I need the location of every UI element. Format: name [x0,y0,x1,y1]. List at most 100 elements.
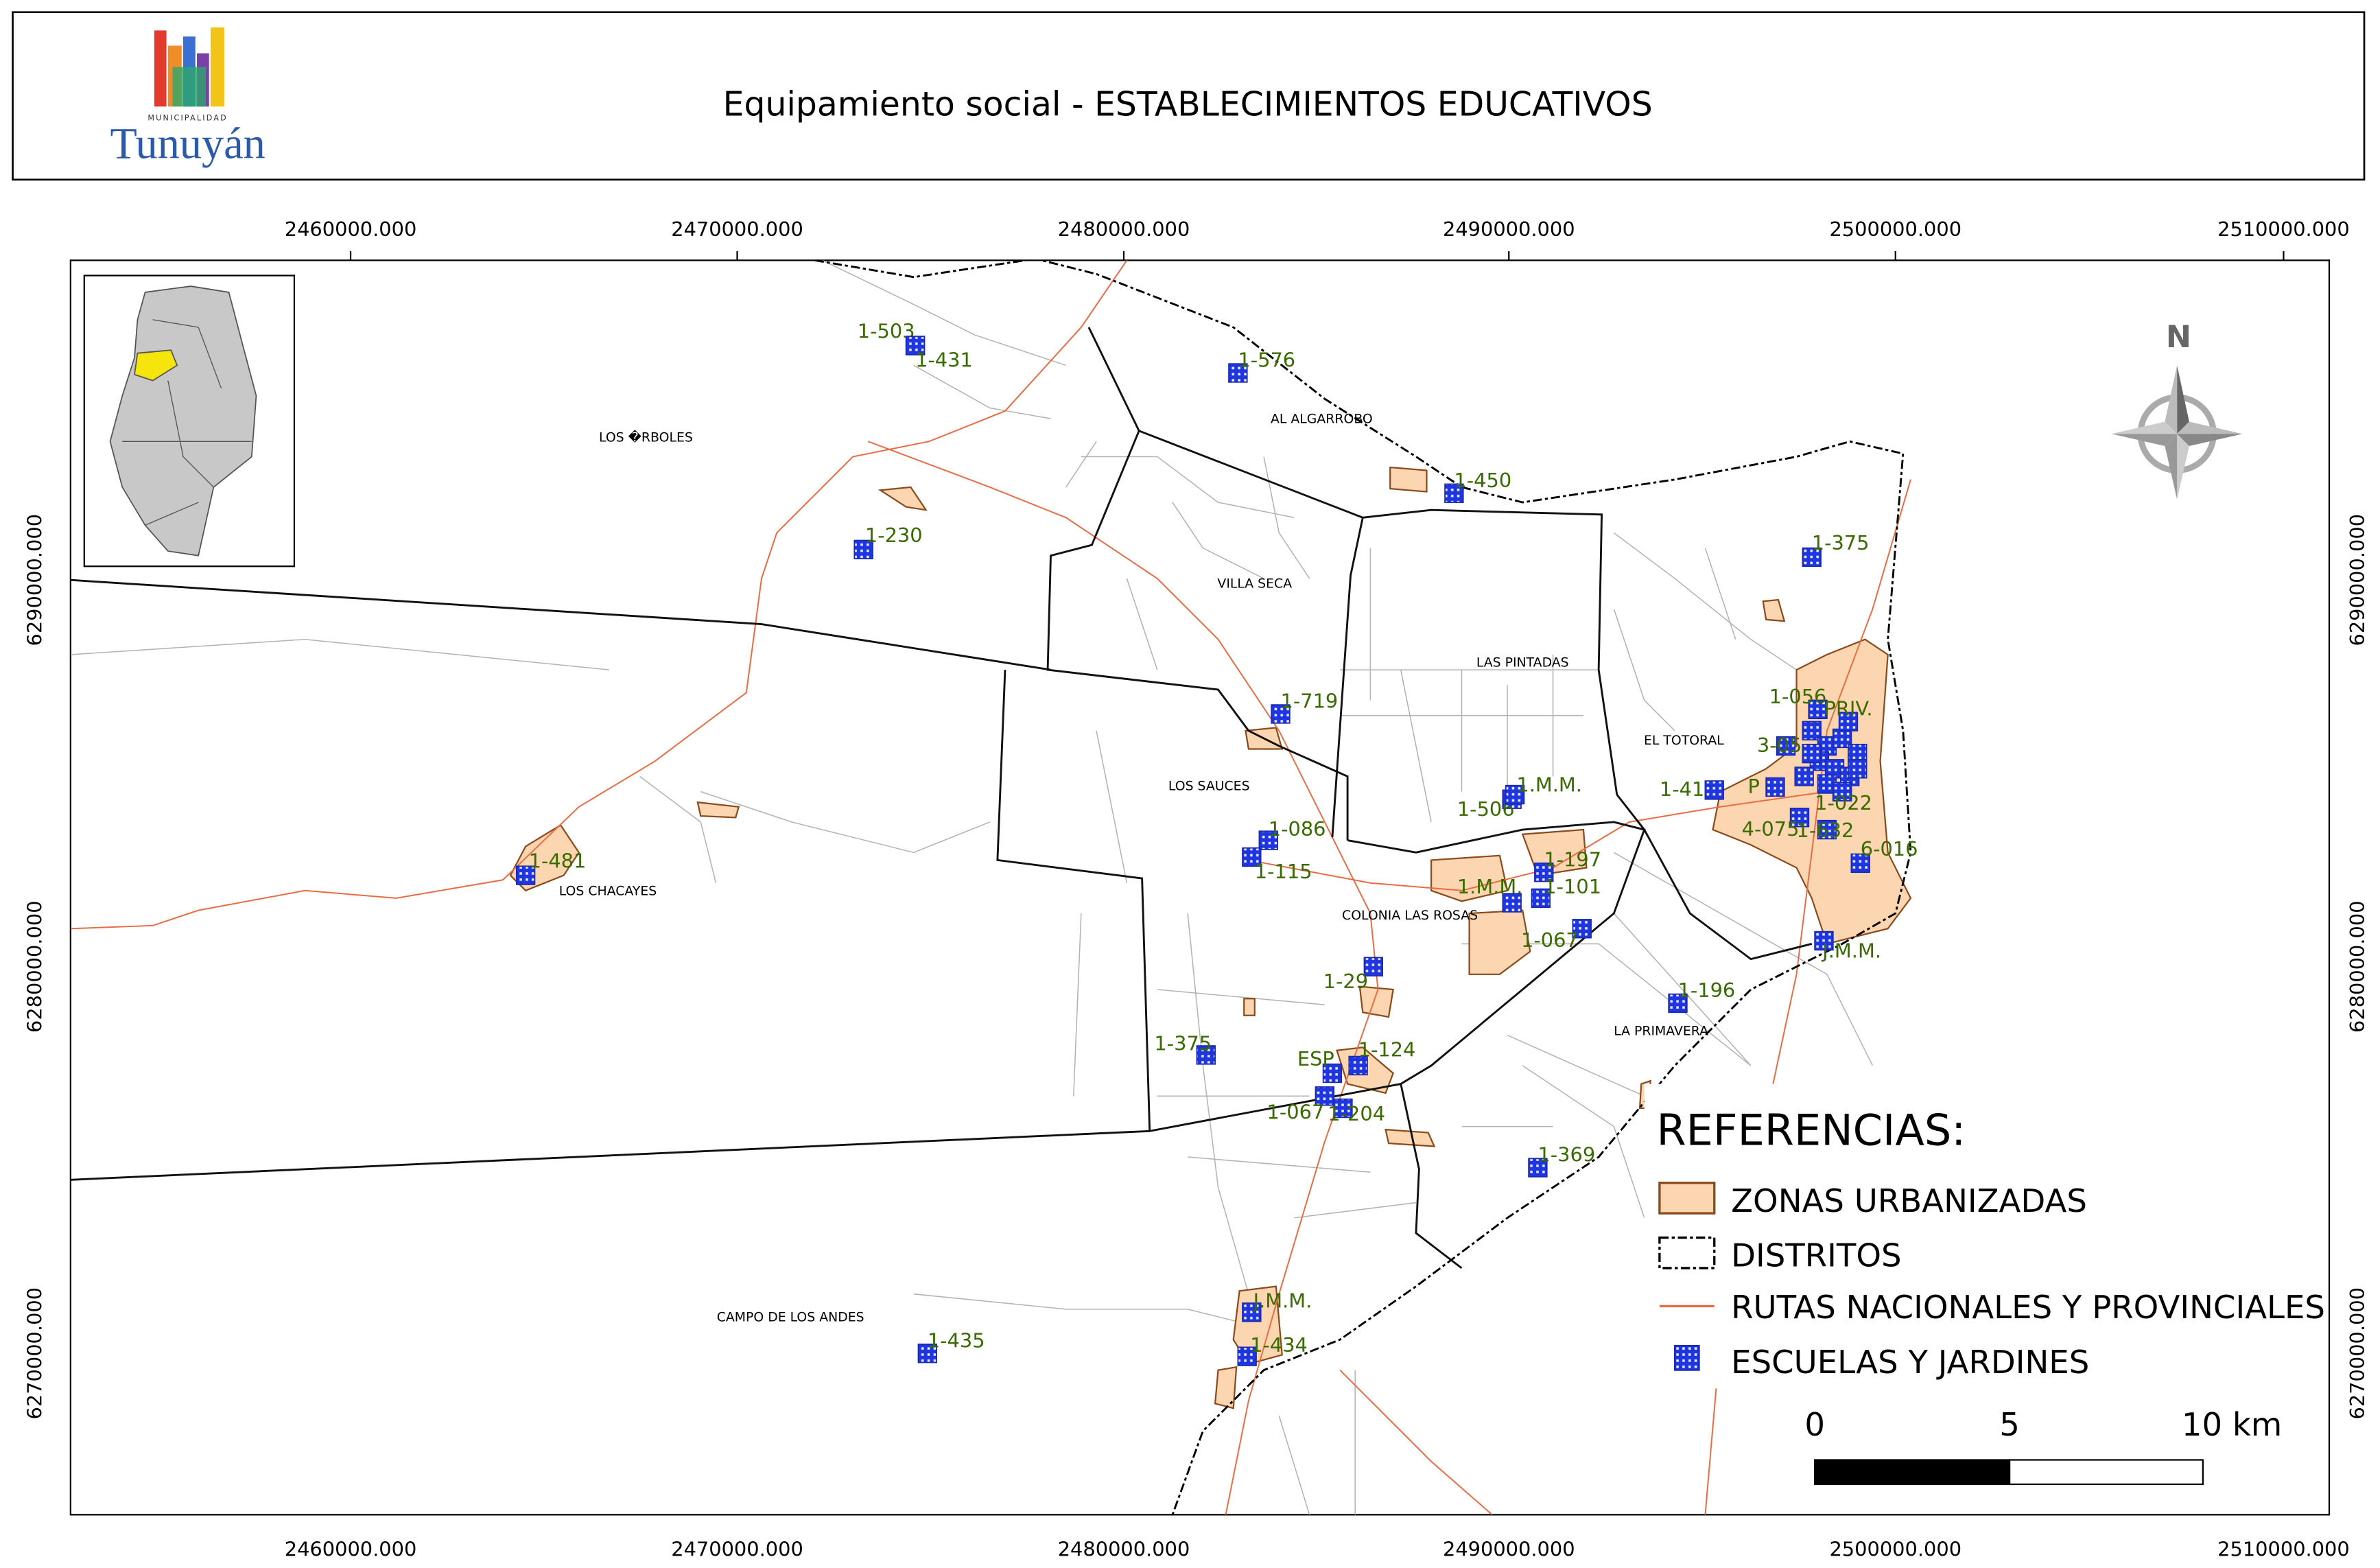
district-name: CAMPO DE LOS ANDES [717,1311,864,1325]
school-icon [1228,363,1248,383]
street [1340,669,1599,716]
school-label: 6-016 [1861,837,1918,861]
street [913,364,1051,419]
street [822,260,1066,366]
x-coordinate-label: 2470000.000 [671,218,803,241]
legend-swatch-district [1658,1236,1716,1269]
school-label: 1-101 [1544,875,1601,898]
school-icon [1322,1063,1343,1084]
school-label: P [1748,775,1760,798]
scale-label: 0 [1804,1406,1825,1443]
district-name: LOS SAUCES [1168,779,1250,793]
urban-zone [1385,1128,1436,1147]
legend-swatch-urban [1658,1182,1716,1215]
school-label: PRIV. [1824,697,1872,721]
title: Equipamiento social - ESTABLECIMIENTOS E… [723,85,1653,124]
road [867,441,1379,1515]
street [639,775,717,883]
street [1613,548,1736,732]
x-coordinate-label: 2480000.000 [1058,218,1190,241]
x-coordinate-label: 2460000.000 [285,218,417,241]
north-arrow: N [2111,320,2243,500]
school-icon [1444,483,1464,503]
school-icon [1817,819,1837,840]
x-coordinate-label: 2470000.000 [671,1537,803,1560]
district-name: LAS PINTADAS [1476,656,1569,670]
urban-zone [1243,998,1256,1016]
school-icon [905,336,926,355]
district-name: VILLA SECA [1217,576,1292,591]
school-icon [1814,931,1834,951]
legend-title: REFERENCIAS: [1656,1105,1966,1155]
street [1613,852,1874,1066]
legend-box [1644,1084,2326,1389]
school-icon [1242,1302,1262,1322]
legend-swatch-school [1673,1344,1700,1371]
x-coordinate-label: 2490000.000 [1443,1537,1575,1560]
street [913,1293,1249,1325]
school-label: 1-434 [1250,1333,1308,1357]
y-coordinate-label: 6270000.000 [23,1287,47,1420]
school-icon [1271,704,1291,724]
school-icon [1242,847,1262,867]
school-label: 1-067 [1267,1101,1325,1124]
school-label: 1-056 [1769,685,1827,708]
district-boundary [1138,430,1364,838]
school-icon [1808,699,1828,719]
school-icon [1832,782,1852,801]
school-icon [917,1344,938,1364]
school-label: 1-29 [1323,970,1368,993]
school-icon [1704,780,1724,800]
school-label: 1-197 [1544,847,1601,871]
school-icon [1196,1045,1216,1065]
school-label: 1-369 [1537,1143,1595,1167]
x-coordinate-label: 2510000.000 [2217,1537,2350,1560]
school-icon [1572,919,1592,939]
school-label: 1-719 [1280,690,1338,713]
school-icon [1237,1346,1257,1366]
street [700,791,991,854]
logo-caption: MUNICIPALIDAD [148,113,228,122]
school-icon [1502,893,1522,913]
school-label: 1-204 [1328,1102,1385,1125]
district-name: EL TOTORAL [1644,734,1724,748]
y-coordinate-label: 6270000.000 [2346,1287,2369,1420]
school-label: J.M.M. [1252,1289,1312,1313]
school-label: 1-450 [1454,469,1511,492]
school-label: 1-115 [1255,860,1312,883]
street [1065,441,1264,670]
urban-zone [1762,598,1786,622]
x-coordinate-label: 2510000.000 [2217,218,2350,241]
street [70,638,610,670]
school-icon [853,539,873,560]
scale-bar: 0 5 10 km [1804,1406,2282,1486]
district-boundary [70,1130,1150,1181]
school-icon [1668,993,1688,1014]
x-coordinate-label: 2480000.000 [1058,1537,1190,1560]
district-boundary [1363,508,1618,795]
x-coordinate-label: 2460000.000 [285,1537,417,1560]
school-icon [1765,777,1785,797]
legend-item: RUTAS NACIONALES Y PROVINCIALES [1731,1289,2325,1326]
urban-zone [1389,466,1428,493]
school-icon [1505,784,1525,805]
school-label: 1-506 [1457,797,1515,821]
school-label: 1-503 [858,319,915,342]
school-label: 1-124 [1358,1038,1416,1062]
district-boundary [996,670,1463,1269]
street [1461,943,1752,1097]
district-name: COLONIA LAS ROSAS [1342,909,1478,923]
school-label: 1-022 [1815,791,1872,815]
street [1461,1065,1645,1219]
school-label: J.M.M. [1821,939,1881,962]
street [1278,1370,1356,1515]
school-icon [1848,759,1868,779]
street [1157,989,1417,1219]
x-coordinate-label: 2500000.000 [1829,1537,1961,1560]
map-labels: LOS �RBOLES AL ALGARROBO VILLA SECA LAS PIN… [515,319,1918,1366]
street [1369,548,1554,823]
school-icon [515,865,536,885]
scale-label: 5 [1999,1406,2020,1443]
